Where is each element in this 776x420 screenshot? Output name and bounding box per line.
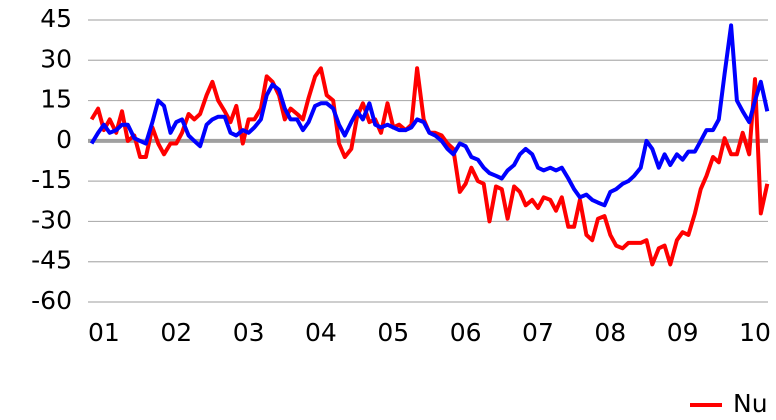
legend-label: Nu xyxy=(733,389,768,418)
x-tick-label: 04 xyxy=(305,318,337,347)
x-tick-label: 05 xyxy=(377,318,409,347)
x-tick-label: 09 xyxy=(667,318,699,347)
x-tick-label: 02 xyxy=(160,318,192,347)
series-line xyxy=(89,66,770,267)
y-tick-label: 15 xyxy=(40,85,72,114)
x-tick-label: 07 xyxy=(522,318,554,347)
y-tick-label: -45 xyxy=(31,246,72,275)
y-tick-label: -30 xyxy=(31,205,72,234)
y-tick-label: 30 xyxy=(40,44,72,73)
y-tick-label: 0 xyxy=(56,125,72,154)
x-tick-label: 10 xyxy=(739,318,771,347)
y-tick-label: -15 xyxy=(31,165,72,194)
y-tick-label: -60 xyxy=(31,286,72,315)
y-tick-label: 45 xyxy=(40,4,72,33)
x-tick-label: 08 xyxy=(594,318,626,347)
x-tick-label: 06 xyxy=(450,318,482,347)
x-tick-label: 03 xyxy=(233,318,265,347)
series-line xyxy=(89,23,770,208)
x-tick-label: 01 xyxy=(88,318,120,347)
